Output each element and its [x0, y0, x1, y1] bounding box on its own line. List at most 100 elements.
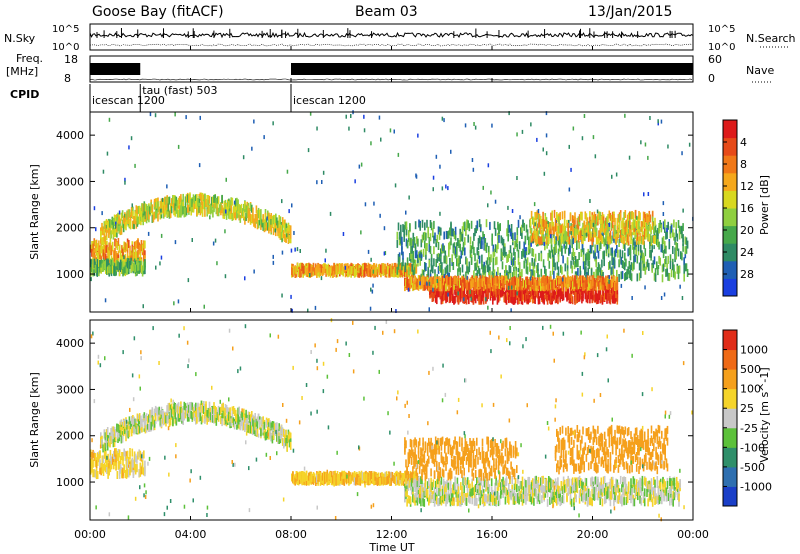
heatmap-cell [544, 283, 547, 292]
heatmap-cell [455, 275, 458, 284]
heatmap-cell [499, 223, 501, 232]
heatmap-cell [574, 234, 576, 243]
heatmap-cell [124, 256, 127, 264]
heatmap-cell [254, 214, 256, 222]
heatmap-cell [513, 267, 515, 275]
heatmap-cell [621, 235, 623, 244]
heatmap-cell [487, 277, 489, 286]
heatmap-cell [584, 291, 587, 300]
heatmap-cell [414, 250, 417, 259]
heatmap-cell [619, 249, 621, 258]
heatmap-cell [215, 198, 218, 206]
heatmap-cell [211, 199, 213, 208]
heatmap-cell [238, 212, 240, 221]
heatmap-cell [595, 293, 598, 301]
heatmap-cell [519, 279, 521, 288]
heatmap-cell [628, 247, 631, 256]
heatmap-cell [300, 262, 302, 271]
heatmap-cell [166, 195, 168, 204]
heatmap-cell [656, 230, 658, 239]
heatmap-cell [664, 224, 666, 233]
heatmap-cell [597, 250, 600, 259]
heatmap-cell [618, 239, 620, 247]
heatmap-cell [475, 225, 477, 234]
heatmap-cell [410, 277, 413, 286]
heatmap-cell [401, 269, 404, 278]
heatmap-cell [530, 242, 532, 247]
heatmap-cell [221, 404, 223, 412]
heatmap-cell [649, 224, 652, 233]
heatmap-cell [440, 264, 442, 273]
heatmap-cell [203, 304, 205, 309]
heatmap-cell [403, 227, 405, 236]
heatmap-cell [448, 282, 451, 291]
heatmap-cell [610, 291, 613, 300]
heatmap-cell [119, 465, 122, 474]
heatmap-cell [601, 223, 604, 232]
heatmap-cell [422, 270, 425, 279]
heatmap-cell [478, 235, 481, 244]
heatmap-cell [467, 220, 469, 229]
heatmap-cell [588, 252, 591, 261]
heatmap-cell [556, 261, 559, 270]
heatmap-cell [622, 240, 625, 249]
heatmap-cell [200, 197, 203, 206]
heatmap-cell [395, 309, 397, 313]
noise-sky-label: N.Sky [4, 32, 36, 45]
heatmap-cell [594, 280, 597, 289]
heatmap-cell [239, 214, 242, 223]
heatmap-cell [99, 459, 101, 468]
heatmap-cell [681, 225, 683, 234]
heatmap-cell [403, 233, 405, 242]
heatmap-cell [532, 216, 534, 225]
heatmap-cell [549, 270, 552, 279]
heatmap-cell [256, 213, 259, 222]
heatmap-cell [113, 265, 115, 274]
heatmap-cell [246, 201, 248, 210]
heatmap-cell [224, 204, 227, 213]
heatmap-cell [498, 234, 500, 243]
heatmap-cell [566, 279, 568, 287]
heatmap-cell [136, 215, 139, 224]
heatmap-cell [165, 415, 167, 424]
heatmap-cell [613, 238, 615, 243]
heatmap-cell [412, 232, 415, 241]
heatmap-cell [406, 263, 408, 272]
heatmap-cell [541, 278, 543, 287]
heatmap-cell [585, 294, 588, 303]
heatmap-cell [594, 294, 597, 303]
heatmap-cell [494, 283, 496, 292]
heatmap-cell [605, 284, 607, 293]
heatmap-cell [253, 269, 255, 274]
heatmap-cell [657, 267, 659, 276]
heatmap-cell [260, 209, 262, 218]
heatmap-cell [488, 280, 491, 289]
heatmap-cell [185, 207, 188, 216]
heatmap-cell [257, 207, 260, 216]
heatmap-cell [131, 263, 134, 272]
heatmap-cell [604, 237, 607, 246]
heatmap-cell [223, 200, 226, 209]
heatmap-cell [500, 280, 502, 288]
heatmap-cell [439, 291, 442, 300]
heatmap-cell [267, 210, 269, 219]
heatmap-cell [576, 282, 579, 291]
heatmap-cell [141, 203, 143, 212]
heatmap-cell [131, 457, 134, 466]
heatmap-cell [465, 227, 467, 236]
heatmap-cell [195, 194, 197, 203]
heatmap-cell [314, 305, 317, 310]
heatmap-cell [587, 248, 589, 257]
heatmap-cell [567, 228, 569, 237]
heatmap-cell [391, 265, 394, 274]
heatmap-cell [594, 229, 597, 238]
heatmap-cell [650, 235, 653, 244]
heatmap-cell [586, 217, 589, 226]
heatmap-cell [223, 207, 226, 216]
heatmap-cell [322, 170, 325, 175]
heatmap-cell [510, 308, 512, 313]
heatmap-cell [452, 243, 455, 252]
heatmap-cell [548, 229, 550, 238]
heatmap-cell [114, 224, 117, 229]
heatmap-cell [400, 224, 402, 233]
